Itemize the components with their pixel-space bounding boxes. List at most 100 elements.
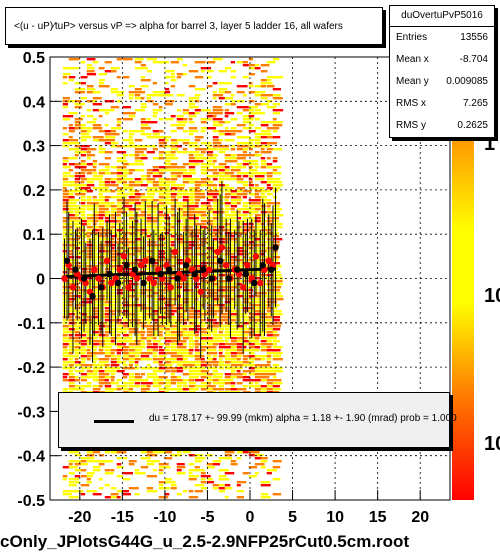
heatmap-cell [194,61,206,64]
heatmap-cell [254,373,262,376]
heatmap-cell [170,76,176,79]
heatmap-cell [62,160,69,163]
heatmap-cell [62,337,69,340]
heatmap-cell [272,355,281,358]
heatmap-cell [188,385,196,388]
heatmap-cell [152,184,164,187]
heatmap-cell [224,451,235,454]
heatmap-cell [248,259,259,262]
stats-row-mean-x: Mean x -8.704 [390,49,494,71]
heatmap-cell [98,376,106,379]
heatmap-cell [152,217,159,220]
heatmap-cell [272,118,277,121]
heatmap-cell [110,268,118,271]
heatmap-cell [86,451,97,454]
heatmap-cell [152,292,160,295]
heatmap-cell [104,124,109,127]
heatmap-cell [218,172,230,175]
heatmap-cell [212,256,218,259]
heatmap-cell [188,178,196,181]
heatmap-cell [194,385,204,388]
heatmap-cell [68,358,74,361]
legend-text: du = 178.17 +- 99.99 (mkm) alpha = 1.18 … [149,413,457,424]
heatmap-cell [224,364,230,367]
heatmap-cell [80,127,87,130]
heatmap-cell [272,277,283,280]
heatmap-cell [134,202,142,205]
heatmap-cell [224,343,234,346]
heatmap-cell [212,226,217,229]
heatmap-cell [116,202,124,205]
heatmap-cell [110,226,116,229]
heatmap-cell [116,352,121,355]
heatmap-cell [212,325,220,328]
heatmap-cell [86,343,95,346]
heatmap-cell [86,370,98,373]
heatmap-cell [74,496,79,499]
heatmap-cell [92,91,101,94]
heatmap-cell [200,355,205,358]
heatmap-cell [92,160,98,163]
heatmap-cell [122,139,134,142]
heatmap-cell [206,352,214,355]
heatmap-cell [230,76,237,79]
heatmap-cell [224,109,229,112]
heatmap-cell [134,217,145,220]
heatmap-cell [122,232,129,235]
heatmap-cell [170,316,176,319]
heatmap-cell [80,76,88,79]
heatmap-cell [152,250,159,253]
heatmap-cell [200,70,205,73]
heatmap-cell [218,130,225,133]
heatmap-cell [152,157,164,160]
heatmap-cell [248,67,256,70]
heatmap-cell [92,298,103,301]
heatmap-cell [236,130,243,133]
heatmap-cell [80,328,92,331]
heatmap-cell [170,352,180,355]
heatmap-cell [74,388,84,391]
heatmap-cell [230,460,237,463]
heatmap-cell [110,91,118,94]
heatmap-cell [98,322,105,325]
heatmap-cell [260,277,267,280]
heatmap-cell [158,469,164,472]
heatmap-cell [80,235,90,238]
heatmap-cell [62,322,68,325]
heatmap-cell [62,388,68,391]
heatmap-cell [74,475,81,478]
heatmap-cell [98,130,110,133]
heatmap-cell [170,343,178,346]
heatmap-cell [80,166,87,169]
heatmap-cell [236,238,247,241]
heatmap-cell [170,262,181,265]
heatmap-cell [122,154,128,157]
data-point-red [205,266,213,273]
heatmap-cell [158,193,168,196]
heatmap-cell [182,319,192,322]
heatmap-cell [194,379,205,382]
heatmap-cell [242,355,254,358]
heatmap-cell [194,316,200,319]
heatmap-cell [152,289,158,292]
heatmap-cell [254,103,266,106]
heatmap-cell [188,214,200,217]
heatmap-cell [194,334,199,337]
heatmap-cell [248,295,254,298]
heatmap-cell [248,235,258,238]
heatmap-cell [236,229,248,232]
heatmap-cell [248,118,254,121]
heatmap-cell [200,172,208,175]
heatmap-cell [134,385,141,388]
heatmap-cell [206,355,212,358]
heatmap-cell [92,271,100,274]
heatmap-cell [254,166,260,169]
heatmap-cell [110,358,120,361]
heatmap-cell [248,385,258,388]
heatmap-cell [212,223,222,226]
heatmap-cell [86,127,93,130]
heatmap-cell [146,181,158,184]
heatmap-cell [242,142,253,145]
heatmap-cell [104,139,116,142]
heatmap-cell [134,196,143,199]
